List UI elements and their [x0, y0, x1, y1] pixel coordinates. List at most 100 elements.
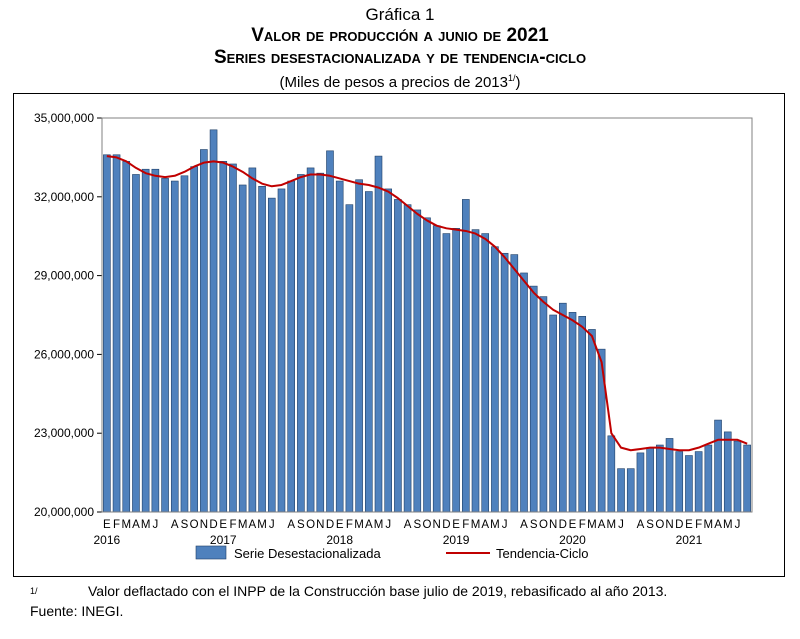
x-month-label: J: [269, 519, 275, 531]
bar: [578, 316, 587, 513]
units-close: ): [515, 74, 521, 91]
x-year-label: 2021: [676, 533, 703, 547]
x-month-label: A: [132, 519, 140, 531]
bar: [723, 431, 732, 513]
bar: [607, 435, 616, 513]
chart-title: Valor de producción a junio de 2021: [251, 25, 549, 46]
x-month-label: J: [385, 519, 391, 531]
bar: [626, 468, 635, 513]
bar: [423, 217, 431, 513]
bar: [733, 440, 742, 513]
x-month-label: D: [442, 519, 450, 531]
chart-number: Gráfica 1: [365, 5, 435, 24]
x-month-label: M: [471, 519, 481, 531]
x-month-label: E: [569, 519, 577, 531]
x-month-label: O: [306, 519, 315, 531]
bar: [238, 184, 247, 513]
bar: [568, 312, 577, 513]
x-month-label: O: [190, 519, 199, 531]
x-month-label: F: [346, 519, 353, 531]
x-month-label: A: [249, 519, 257, 531]
footer: 1/Valor deflactado con el INPP de la Con…: [30, 581, 667, 621]
x-month-label: F: [579, 519, 586, 531]
x-month-label: J: [618, 519, 624, 531]
bar: [209, 129, 218, 513]
x-month-label: E: [452, 519, 460, 531]
bar: [646, 447, 654, 513]
bar: [258, 185, 266, 513]
bar: [297, 174, 305, 513]
x-month-label: J: [152, 519, 158, 531]
x-month-label: S: [530, 519, 538, 531]
y-tick-label: 35,000,000: [34, 111, 94, 125]
x-month-label: A: [481, 519, 489, 531]
bar: [326, 150, 334, 513]
x-month-label: O: [423, 519, 432, 531]
trend-line: [106, 155, 748, 452]
bar: [306, 167, 315, 513]
bar: [277, 188, 286, 513]
y-tick-label: 20,000,000: [34, 505, 94, 519]
x-month-label: S: [297, 519, 305, 531]
bar: [491, 246, 499, 513]
x-month-label: E: [336, 519, 344, 531]
bar: [219, 161, 228, 513]
bar: [704, 444, 713, 513]
y-tick-label: 29,000,000: [34, 269, 94, 283]
x-month-label: A: [637, 519, 645, 531]
bar: [714, 419, 722, 513]
bar: [316, 172, 325, 513]
bar: [161, 178, 169, 513]
x-year-label: 2018: [326, 533, 353, 547]
bar: [190, 166, 198, 513]
bar: [588, 329, 596, 513]
x-month-label: A: [404, 519, 412, 531]
x-month-label: N: [200, 519, 208, 531]
bar: [442, 233, 451, 513]
y-tick-label: 23,000,000: [34, 426, 94, 440]
bar: [636, 452, 645, 513]
bar: [549, 314, 557, 513]
bar: [656, 444, 664, 513]
footnote-text: Valor deflactado con el INPP de la Const…: [88, 583, 668, 599]
legend-line-label: Tendencia-Ciclo: [496, 546, 589, 561]
x-year-label: 2017: [210, 533, 237, 547]
y-tick-label: 26,000,000: [34, 347, 94, 361]
x-month-label: F: [462, 519, 469, 531]
bar: [374, 155, 383, 513]
footnote: 1/Valor deflactado con el INPP de la Con…: [30, 581, 667, 601]
y-tick-label: 32,000,000: [34, 190, 94, 204]
bar: [122, 161, 131, 513]
x-month-label: M: [607, 519, 617, 531]
bar-series: [103, 129, 751, 513]
x-month-label: M: [704, 519, 714, 531]
x-month-label: M: [257, 519, 267, 531]
x-month-label: A: [365, 519, 373, 531]
trend-series: [106, 155, 748, 452]
units-note-ref: 1/: [507, 73, 516, 83]
x-month-label: M: [374, 519, 384, 531]
footnote-mark: 1/: [30, 586, 38, 596]
bar: [267, 197, 276, 513]
y-axis: 20,000,000 23,000,000 26,000,000 29,000,000…: [34, 111, 102, 519]
x-month-label: M: [141, 519, 151, 531]
bar: [500, 252, 509, 513]
bar: [394, 199, 402, 513]
x-month-label: F: [695, 519, 702, 531]
x-month-label: E: [219, 519, 227, 531]
x-month-label: O: [655, 519, 664, 531]
x-month-label: D: [209, 519, 217, 531]
x-month-label: M: [587, 519, 597, 531]
bar: [539, 296, 548, 513]
bar: [355, 179, 363, 513]
bar: [103, 154, 111, 513]
x-month-label: F: [229, 519, 236, 531]
x-month-label: A: [714, 519, 722, 531]
x-month-label: M: [354, 519, 364, 531]
bar: [403, 204, 412, 513]
x-month-label: F: [113, 519, 120, 531]
chart-units: (Miles de pesos a precios de 20131/): [0, 69, 800, 92]
bar: [462, 199, 470, 513]
